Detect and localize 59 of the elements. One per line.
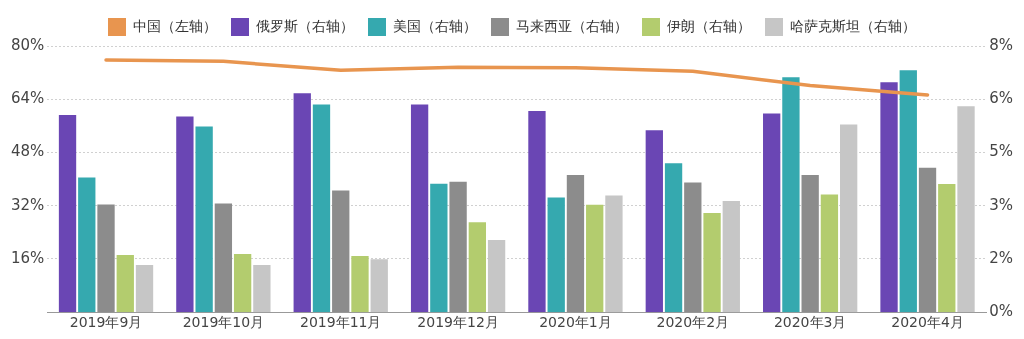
x-tick-label: 2019年12月 xyxy=(417,314,499,331)
y2-tick-label: 2% xyxy=(989,248,1013,267)
bar xyxy=(293,93,311,313)
y2-tick-label: 6% xyxy=(989,89,1013,108)
bar xyxy=(547,197,565,313)
y2-tick-label: 8% xyxy=(989,35,1013,54)
bar xyxy=(116,254,134,313)
legend-label: 俄罗斯（右轴） xyxy=(256,17,354,34)
bar xyxy=(97,204,115,313)
x-tick-label: 2020年4月 xyxy=(891,314,964,331)
bar xyxy=(195,126,213,313)
bar xyxy=(135,264,154,313)
bar xyxy=(782,77,800,313)
bar xyxy=(410,104,429,313)
legend-label: 美国（右轴） xyxy=(393,17,477,34)
y-tick-label: 32% xyxy=(11,195,45,214)
bar xyxy=(664,163,683,313)
bar xyxy=(332,190,350,313)
y-tick-label: 64% xyxy=(11,89,45,108)
bar xyxy=(233,253,252,313)
y-tick-label: 48% xyxy=(11,142,45,161)
legend-label: 马来西亚（右轴） xyxy=(516,17,628,34)
bar xyxy=(351,255,369,313)
bar xyxy=(312,104,331,313)
x-tick-label: 2020年1月 xyxy=(539,314,612,331)
bar xyxy=(566,175,585,313)
bar xyxy=(820,194,839,313)
y-tick-label: 80% xyxy=(11,35,45,54)
bar xyxy=(528,110,546,313)
bar xyxy=(214,203,233,313)
y2-tick-label: 0% xyxy=(989,302,1013,321)
bar xyxy=(58,114,77,313)
x-tick-label: 2019年10月 xyxy=(182,314,265,331)
legend-label: 哈萨克斯坦（右轴） xyxy=(790,17,916,34)
bar xyxy=(78,177,96,313)
legend-label: 中国（左轴） xyxy=(133,17,217,34)
bar xyxy=(586,204,604,313)
x-tick-label: 2019年11月 xyxy=(300,314,382,331)
bar xyxy=(880,82,898,313)
y2-tick-label: 3% xyxy=(989,195,1013,214)
x-tick-label: 2020年2月 xyxy=(656,314,730,331)
bar xyxy=(645,130,663,313)
bar xyxy=(763,113,781,313)
bar xyxy=(430,183,448,313)
bar xyxy=(801,175,819,313)
bar xyxy=(684,182,702,313)
bar xyxy=(918,167,937,313)
legend-label: 伊朗（右轴） xyxy=(667,17,751,34)
bar xyxy=(468,222,486,313)
x-tick-label: 2020年3月 xyxy=(773,314,847,331)
bar xyxy=(899,70,917,313)
x-tick-label: 2019年9月 xyxy=(69,314,143,331)
y2-tick-label: 5% xyxy=(989,142,1013,161)
bar xyxy=(253,264,271,313)
y-tick-label: 16% xyxy=(11,248,45,267)
bar xyxy=(703,213,721,313)
bar xyxy=(938,184,956,313)
bar xyxy=(176,116,194,313)
bar xyxy=(449,181,467,313)
